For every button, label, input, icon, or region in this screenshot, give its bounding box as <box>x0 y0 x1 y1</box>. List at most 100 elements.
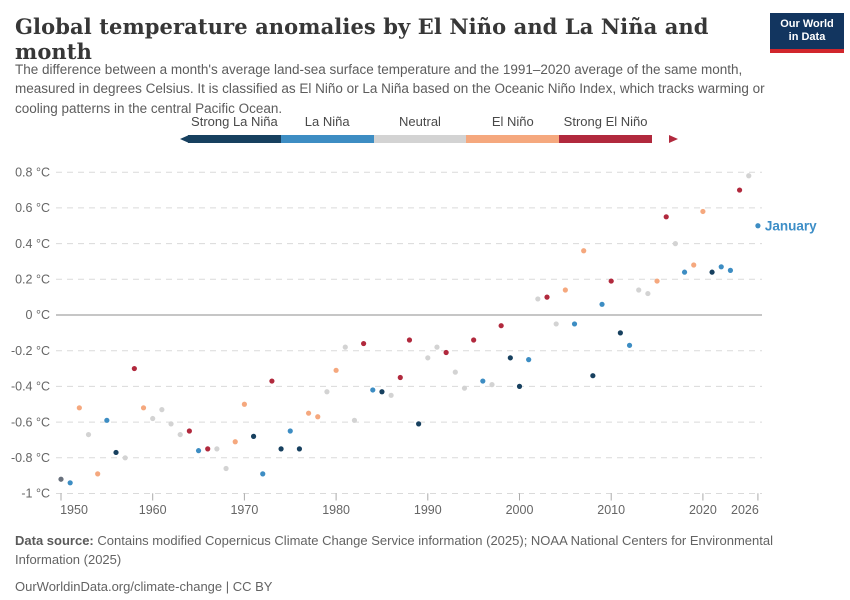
data-point-1996[interactable] <box>480 378 486 384</box>
data-point-2007[interactable] <box>581 248 587 254</box>
data-point-1983[interactable] <box>361 340 367 347</box>
data-point-1959[interactable] <box>140 405 147 411</box>
owid-url-link[interactable]: OurWorldinData.org/climate-change <box>15 578 223 594</box>
legend-bar-strong-el-nino[interactable] <box>559 135 652 143</box>
data-point-1997[interactable] <box>489 382 495 388</box>
data-point-1963[interactable] <box>177 431 183 438</box>
data-point-2023[interactable] <box>727 267 734 273</box>
data-point-1952[interactable] <box>76 405 82 411</box>
data-point-2016[interactable] <box>663 214 669 220</box>
data-point-2025[interactable] <box>746 173 752 179</box>
legend-bar-strong-la-nina[interactable] <box>188 135 281 143</box>
data-point-1962[interactable] <box>168 421 174 427</box>
data-point-1981[interactable] <box>342 344 348 350</box>
data-point-1976[interactable] <box>296 446 303 452</box>
data-point-1977[interactable] <box>305 410 312 416</box>
data-point-1969[interactable] <box>232 439 238 445</box>
data-point-1956[interactable] <box>113 449 119 456</box>
data-point-2000[interactable] <box>516 383 523 389</box>
data-point-2018[interactable] <box>681 269 688 275</box>
data-point-2004[interactable] <box>553 321 559 327</box>
footer-separator: | <box>222 578 233 594</box>
data-point-1958[interactable] <box>131 365 137 372</box>
data-point-1978[interactable] <box>315 414 321 420</box>
data-point-1973[interactable] <box>269 378 275 384</box>
legend-label-neutral[interactable]: Neutral <box>374 114 467 131</box>
data-point-1954[interactable] <box>95 471 101 477</box>
data-point-2014[interactable] <box>645 290 651 297</box>
data-point-1960[interactable] <box>150 415 156 422</box>
data-point-1993[interactable] <box>452 369 458 375</box>
legend-label-text: Neutral <box>399 114 441 129</box>
data-point-2003[interactable] <box>544 294 550 300</box>
owid-logo[interactable]: Our World in Data <box>770 13 844 53</box>
data-point-1987[interactable] <box>397 374 403 381</box>
data-point-1964[interactable] <box>186 428 192 434</box>
data-point-2019[interactable] <box>691 262 697 268</box>
x-axis-tick-label: 1980 <box>322 503 350 517</box>
legend-label-la-nina[interactable]: La Niña <box>281 114 374 131</box>
owid-logo-line1: Our World <box>780 18 834 31</box>
legend-label-strong-la-nina[interactable]: Strong La Niña <box>188 114 281 131</box>
data-point-2005[interactable] <box>562 287 568 293</box>
data-point-1980[interactable] <box>333 367 339 373</box>
data-point-1979[interactable] <box>324 389 330 395</box>
legend-bar-neutral[interactable] <box>373 135 467 143</box>
data-point-1970[interactable] <box>241 401 247 407</box>
data-point-1975[interactable] <box>287 428 293 434</box>
data-source-text: Contains modified Copernicus Climate Cha… <box>15 533 773 567</box>
data-point-1999[interactable] <box>507 355 513 361</box>
data-point-2024[interactable] <box>736 187 743 193</box>
data-point-2021[interactable] <box>709 269 715 275</box>
data-point-2012[interactable] <box>626 342 633 348</box>
data-point-2015[interactable] <box>654 278 660 284</box>
legend-label-strong-el-nino[interactable]: Strong El Niño <box>559 114 652 131</box>
data-point-1991[interactable] <box>434 344 440 350</box>
legend-bar-el-nino[interactable] <box>466 135 560 143</box>
data-point-1955[interactable] <box>104 417 110 423</box>
data-point-1967[interactable] <box>214 446 220 452</box>
data-point-1998[interactable] <box>498 323 504 329</box>
y-axis-tick-label: -0.4 °C <box>11 380 50 394</box>
data-point-2017[interactable] <box>672 241 678 247</box>
data-point-1965[interactable] <box>195 448 202 454</box>
data-point-2008[interactable] <box>590 373 596 379</box>
data-point-1992[interactable] <box>443 349 449 356</box>
data-point-1994[interactable] <box>461 385 468 391</box>
data-point-2026[interactable] <box>755 223 761 229</box>
data-point-2006[interactable] <box>571 321 578 327</box>
x-axis-tick-label: 1950 <box>60 503 88 517</box>
data-point-2022[interactable] <box>718 264 724 270</box>
data-point-1972[interactable] <box>260 471 266 477</box>
data-point-2020[interactable] <box>700 208 706 215</box>
data-point-2013[interactable] <box>636 287 642 293</box>
data-point-1982[interactable] <box>351 417 358 423</box>
data-point-2009[interactable] <box>599 301 605 307</box>
data-point-1953[interactable] <box>85 431 92 438</box>
legend-label-el-nino[interactable]: El Niño <box>466 114 559 131</box>
data-point-1957[interactable] <box>122 455 128 461</box>
data-point-1971[interactable] <box>250 433 257 439</box>
data-point-1984[interactable] <box>370 387 376 393</box>
data-point-1968[interactable] <box>223 465 229 472</box>
data-point-1988[interactable] <box>406 337 413 343</box>
data-point-1986[interactable] <box>388 392 394 398</box>
data-point-2011[interactable] <box>617 330 623 336</box>
y-axis-tick-label: -0.2 °C <box>11 344 50 358</box>
data-point-1961[interactable] <box>159 407 165 413</box>
data-point-2001[interactable] <box>526 357 532 363</box>
data-point-1951[interactable] <box>67 480 73 486</box>
data-point-1995[interactable] <box>471 337 477 343</box>
data-point-1990[interactable] <box>425 355 431 361</box>
data-point-1989[interactable] <box>416 421 422 427</box>
data-point-1985[interactable] <box>379 389 385 395</box>
data-point-2010[interactable] <box>608 278 614 284</box>
x-axis-tick-label: 1990 <box>414 503 442 517</box>
data-point-2002[interactable] <box>535 296 541 302</box>
data-point-1974[interactable] <box>278 446 284 452</box>
legend-bar-la-nina[interactable] <box>280 135 374 143</box>
data-point-1966[interactable] <box>205 446 211 452</box>
x-axis-tick-label: 2010 <box>597 503 625 517</box>
data-point-1950[interactable] <box>58 476 64 482</box>
y-axis-tick-label: 0 °C <box>26 308 50 322</box>
